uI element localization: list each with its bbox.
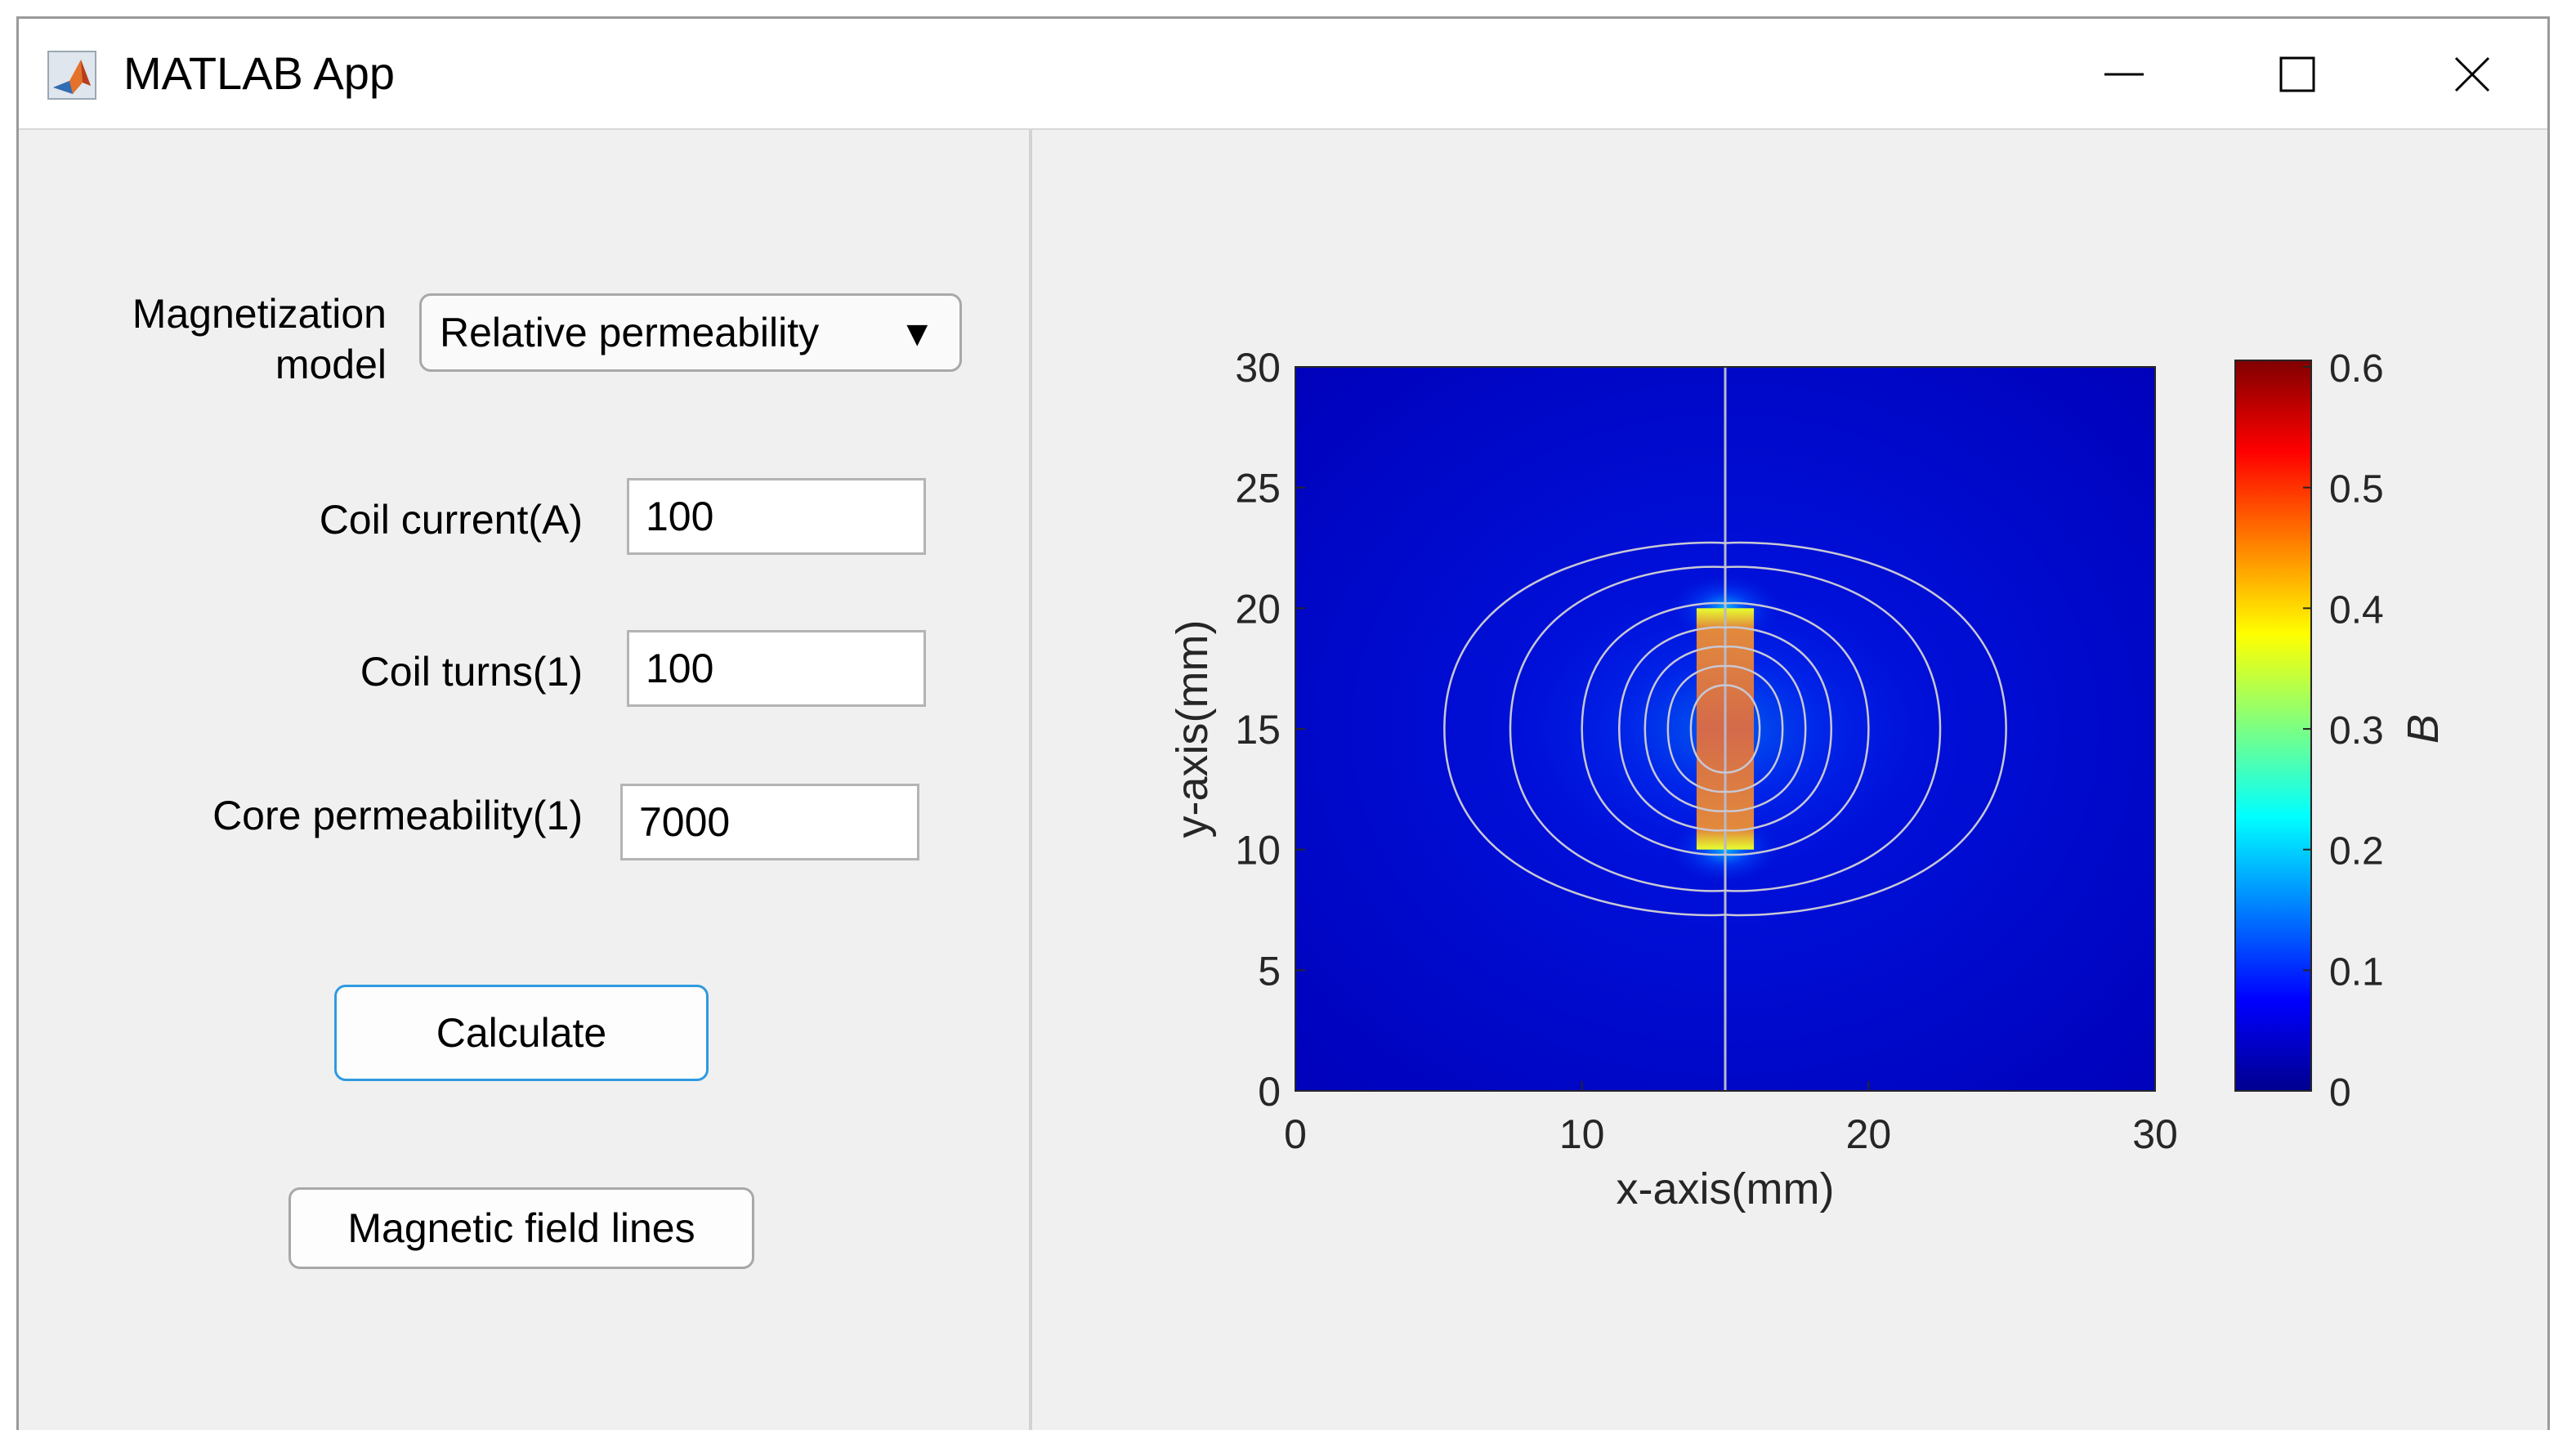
magnetic-field-lines-button[interactable]: Magnetic field lines (288, 1187, 754, 1269)
colorbar-tick-label-0.6: 0.6 (2329, 347, 2384, 391)
colorbar-tick-label-0.2: 0.2 (2329, 830, 2384, 874)
close-button[interactable] (2423, 35, 2521, 114)
coil-current-label: Coil current(A) (319, 497, 583, 543)
x-tick-label-20: 20 (1846, 1111, 1892, 1157)
plot-panel: 0 10 20 30 0 5 10 15 20 25 30 x-axis(mm) y-axis(mm) 0… (1032, 130, 2547, 1430)
field-line-left-4 (1581, 601, 1726, 856)
colorbar-tick-label-0.1: 0.1 (2329, 950, 2384, 994)
magnetization-model-dropdown[interactable]: Relative permeability ▼ (419, 293, 962, 372)
matlab-logo-icon (47, 51, 96, 100)
field-line-right-0 (1724, 684, 1761, 774)
minimize-button[interactable] (2075, 35, 2173, 114)
x-axis-label: x-axis(mm) (1617, 1164, 1835, 1213)
colorbar-tick-label-0.4: 0.4 (2329, 588, 2384, 632)
y-tick-label-10: 10 (1235, 828, 1281, 874)
core-permeability-label: Core permeability(1) (212, 793, 583, 838)
field-line-right-2 (1724, 646, 1807, 812)
magnetic-field-chart: 0 10 20 30 0 5 10 15 20 25 30 x-axis(mm) y-axis(mm) 0… (1168, 345, 2448, 1213)
field-line-left-0 (1689, 684, 1726, 774)
field-line-right-3 (1724, 626, 1832, 832)
x-tick-label-10: 10 (1559, 1111, 1605, 1157)
maximize-icon (2279, 56, 2315, 92)
colorbar-tick-label-0.5: 0.5 (2329, 468, 2384, 512)
field-line-left-2 (1644, 646, 1726, 812)
chevron-down-icon: ▼ (899, 314, 935, 354)
app-window: MATLAB App Magnetization model Relative … (16, 16, 2550, 1430)
field-line-left-1 (1666, 664, 1726, 793)
colorbar-tick-label-0: 0 (2329, 1071, 2351, 1115)
controls-panel: Magnetization model Relative permeabilit… (19, 130, 1029, 1430)
y-tick-label-30: 30 (1235, 345, 1281, 391)
minimize-icon (2104, 73, 2144, 76)
field-line-right-5 (1724, 565, 1942, 892)
title-bar: MATLAB App (19, 19, 2547, 130)
y-axis-label: y-axis(mm) (1168, 620, 1217, 838)
y-tick-label-20: 20 (1235, 586, 1281, 632)
calculate-button[interactable]: Calculate (334, 985, 709, 1081)
coil-turns-input[interactable]: 100 (627, 630, 926, 707)
coil-turns-label: Coil turns(1) (360, 649, 583, 695)
field-line-right-1 (1724, 664, 1784, 793)
field-line-right-4 (1724, 601, 1870, 856)
y-tick-label-25: 25 (1235, 466, 1281, 512)
magnetization-model-value: Relative permeability (440, 310, 820, 355)
x-tick-label-0: 0 (1284, 1111, 1307, 1157)
core-permeability-input[interactable]: 7000 (620, 784, 919, 860)
field-line-left-5 (1509, 565, 1726, 892)
maximize-button[interactable] (2248, 35, 2346, 114)
field-line-left-6 (1443, 541, 1726, 917)
field-line-right-6 (1724, 541, 2007, 917)
y-tick-label-0: 0 (1258, 1069, 1281, 1115)
colorbar (2234, 360, 2312, 1092)
colorbar-label: B (2399, 714, 2448, 744)
window-title: MATLAB App (123, 47, 396, 99)
magnetization-model-label-line2: model (275, 342, 387, 387)
x-tick-label-30: 30 (2132, 1111, 2178, 1157)
panel-divider (1029, 130, 1032, 1430)
close-icon (2454, 56, 2490, 92)
coil-current-input[interactable]: 100 (627, 478, 926, 555)
field-line-left-3 (1618, 626, 1726, 832)
colorbar-tick-label-0.3: 0.3 (2329, 709, 2384, 753)
y-tick-label-15: 15 (1235, 707, 1281, 753)
magnetization-model-label-line1: Magnetization (132, 291, 387, 337)
y-tick-label-5: 5 (1258, 948, 1281, 994)
